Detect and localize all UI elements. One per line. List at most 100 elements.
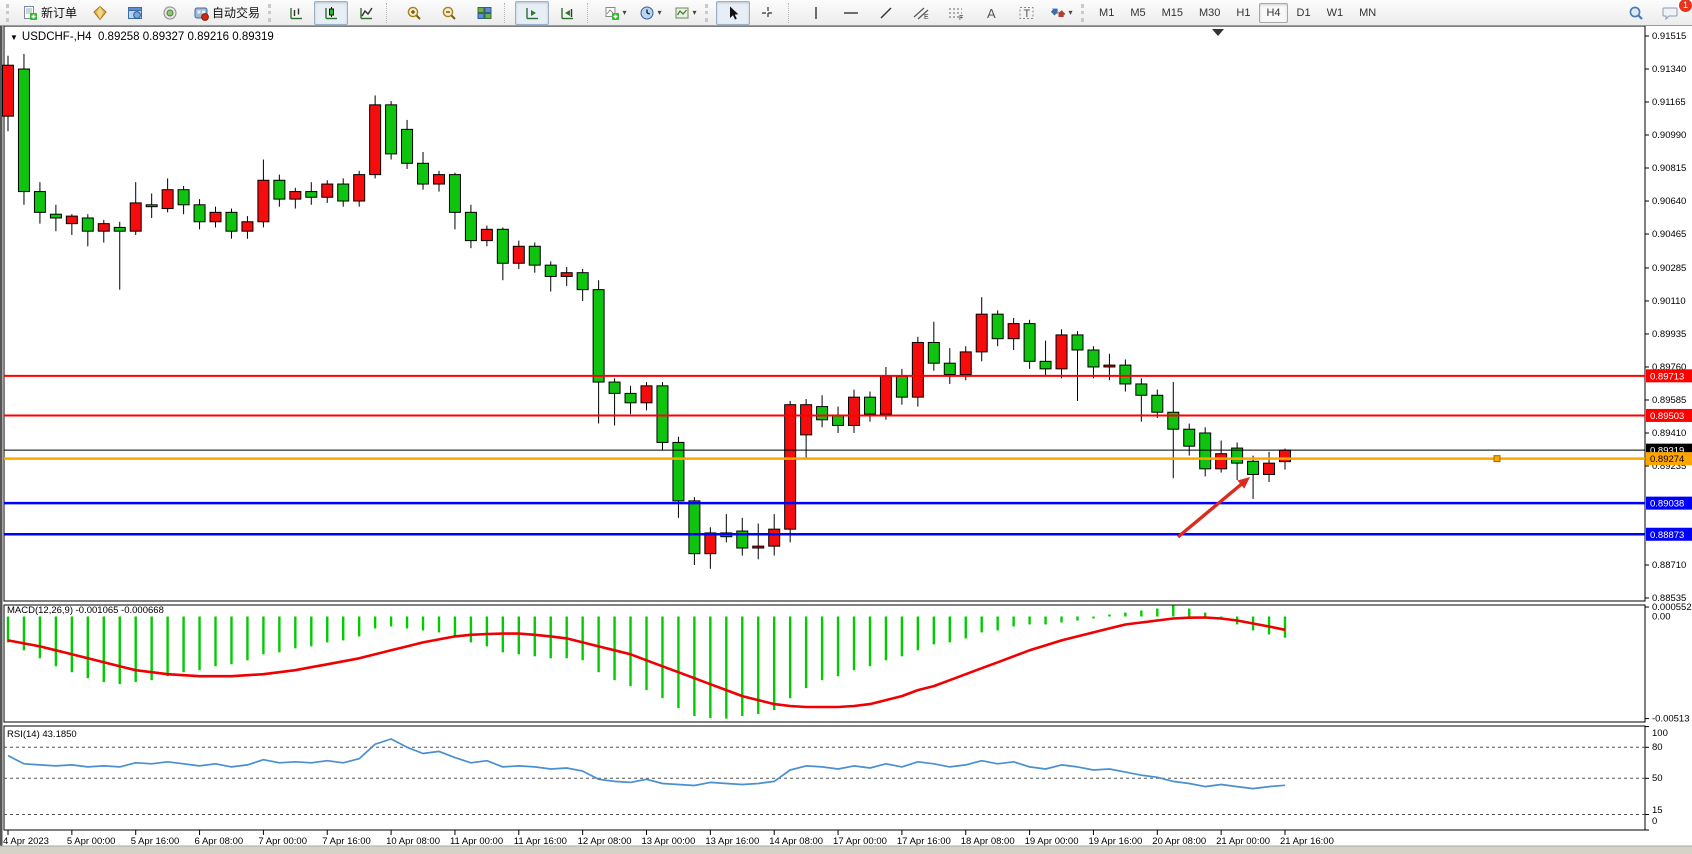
horizontal-line-tool-button[interactable] <box>834 1 868 25</box>
timeframe-button-M1[interactable]: M1 <box>1099 6 1115 19</box>
svg-text:0.88873: 0.88873 <box>1650 530 1684 541</box>
trendline-tool-button[interactable] <box>869 1 903 25</box>
toolbar: 新订单 <box>0 0 1692 26</box>
svg-text:0.88710: 0.88710 <box>1652 560 1686 571</box>
price-badge: 0.89503 <box>1646 408 1692 422</box>
text-label-tool-button[interactable]: T <box>1009 1 1043 25</box>
gem-icon <box>93 5 107 20</box>
svg-text:0.90285: 0.90285 <box>1652 263 1686 274</box>
trendline-icon <box>880 7 892 18</box>
timeframe-button-M5[interactable]: M5 <box>1130 6 1146 19</box>
line-chart-button[interactable] <box>349 1 383 25</box>
candlestick-chart-icon <box>324 6 337 19</box>
toolbar-grip[interactable] <box>705 3 713 22</box>
svg-text:5 Apr 16:00: 5 Apr 16:00 <box>131 836 180 847</box>
arrows-tool-button[interactable]: ▾ <box>1044 1 1078 25</box>
periods-button[interactable]: ▾ <box>633 1 667 25</box>
timeframe-button-H4[interactable]: H4 <box>1259 2 1288 23</box>
arrows-icon <box>1050 8 1065 17</box>
svg-text:19 Apr 00:00: 19 Apr 00:00 <box>1025 836 1079 847</box>
toolbar-separator <box>504 2 512 23</box>
price-badge: 0.89038 <box>1646 496 1692 510</box>
arrow-annotation[interactable] <box>1176 477 1250 539</box>
templates-icon <box>675 7 689 18</box>
price-badge: 0.88873 <box>1646 527 1692 541</box>
vertical-line-tool-button[interactable] <box>799 1 833 25</box>
zoom-in-icon <box>407 6 421 20</box>
notifications-button[interactable]: 1 <box>1654 0 1692 25</box>
signal-icon <box>163 5 177 19</box>
svg-text:0.89319: 0.89319 <box>1650 446 1684 457</box>
channel-icon: E <box>913 7 929 21</box>
dropdown-caret: ▾ <box>622 8 627 17</box>
text-tool-button[interactable]: A <box>974 1 1008 25</box>
crosshair-tool-button[interactable] <box>751 1 785 25</box>
svg-text:5 Apr 00:00: 5 Apr 00:00 <box>67 836 116 847</box>
timeframe-button-W1[interactable]: W1 <box>1326 6 1344 19</box>
search-button[interactable] <box>1619 1 1653 25</box>
svg-text:0.91515: 0.91515 <box>1652 31 1686 42</box>
templates-button[interactable]: ▾ <box>668 1 702 25</box>
horizontal-line-icon <box>844 11 859 14</box>
bar-chart-button[interactable] <box>279 1 313 25</box>
text-label-icon: T <box>1019 6 1034 20</box>
periods-icon <box>640 6 654 19</box>
text-icon: A <box>987 6 996 21</box>
svg-text:0.89235: 0.89235 <box>1652 461 1686 472</box>
channel-tool-button[interactable]: E <box>904 1 938 25</box>
svg-text:0.89410: 0.89410 <box>1652 428 1686 439</box>
timeframe-button-D1[interactable]: D1 <box>1296 6 1311 19</box>
autotrade-icon <box>194 7 209 21</box>
svg-text:0.88535: 0.88535 <box>1652 593 1686 604</box>
indicators-button[interactable]: ▾ <box>598 1 632 25</box>
zoom-out-button[interactable] <box>432 1 466 25</box>
tile-windows-button[interactable] <box>467 1 501 25</box>
bar-chart-icon <box>289 7 302 19</box>
auto-scroll-icon <box>525 7 538 19</box>
price-badge: 0.89274 <box>1646 452 1692 466</box>
autotrade-button[interactable]: 自动交易 <box>188 1 265 25</box>
svg-text:0.91340: 0.91340 <box>1652 64 1686 75</box>
line-chart-icon <box>359 7 373 19</box>
toolbar-grip[interactable] <box>6 3 14 22</box>
signal-button[interactable] <box>153 1 187 25</box>
tile-windows-icon <box>477 6 492 19</box>
new-order-label: 新订单 <box>41 6 78 20</box>
svg-text:A: A <box>987 6 996 21</box>
svg-text:0.89585: 0.89585 <box>1652 395 1686 406</box>
market-window-button[interactable] <box>118 1 152 25</box>
fibonacci-tool-button[interactable]: F <box>939 1 973 25</box>
svg-text:-0.00513: -0.00513 <box>1652 714 1690 725</box>
svg-text:100: 100 <box>1652 728 1668 739</box>
svg-text:19 Apr 16:00: 19 Apr 16:00 <box>1088 836 1142 847</box>
svg-text:80: 80 <box>1652 742 1663 753</box>
price-badge: 0.89713 <box>1646 369 1692 383</box>
svg-text:T: T <box>1023 8 1030 20</box>
gem-button[interactable] <box>83 1 117 25</box>
new-order-button[interactable]: 新订单 <box>17 1 82 25</box>
svg-text:50: 50 <box>1652 773 1663 784</box>
indicators-icon <box>605 6 619 20</box>
timeframe-button-H1[interactable]: H1 <box>1236 6 1251 19</box>
new-order-icon <box>24 5 37 20</box>
timeframe-button-MN[interactable]: MN <box>1359 6 1377 19</box>
svg-text:0.91165: 0.91165 <box>1652 97 1686 108</box>
svg-text:4 Apr 2023: 4 Apr 2023 <box>3 836 49 847</box>
timeframe-button-M30[interactable]: M30 <box>1199 6 1221 19</box>
svg-text:0.90465: 0.90465 <box>1652 229 1686 240</box>
chart-shift-marker[interactable] <box>1212 29 1224 36</box>
cursor-tool-button[interactable] <box>716 0 751 25</box>
toolbar-grip[interactable] <box>268 3 276 22</box>
zoom-in-button[interactable] <box>397 1 431 25</box>
chart-shift-button[interactable] <box>550 1 584 25</box>
timeframe-button-M15[interactable]: M15 <box>1161 6 1183 19</box>
auto-scroll-button[interactable] <box>515 0 550 25</box>
svg-text:0.89274: 0.89274 <box>1650 454 1684 465</box>
candlestick-chart-button[interactable] <box>314 0 349 25</box>
price-axis: 0.91515 0.91340 0.91165 0.90990 0.90815 0.906… <box>1645 31 1686 604</box>
svg-text:F: F <box>959 15 963 21</box>
rsi-pane: 100 80 50 150 <box>4 726 1668 831</box>
toolbar-grip[interactable] <box>1081 3 1089 22</box>
